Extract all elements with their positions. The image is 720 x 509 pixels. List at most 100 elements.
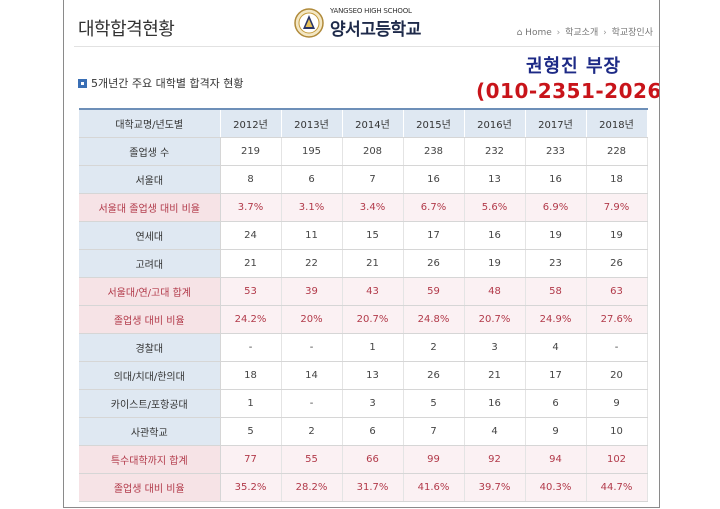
breadcrumb: ⌂ Home › 학교소개 › 학교장인사 xyxy=(517,25,653,38)
table-cell: 18 xyxy=(220,361,282,390)
table-cell: 58 xyxy=(525,277,587,306)
table-row: 졸업생 대비 비율 24.2% 20% 20.7% 24.8% 20.7% 24.9% 27.… xyxy=(79,305,648,334)
table-cell: 16 xyxy=(464,389,526,418)
table-cell: 35.2% xyxy=(220,473,282,502)
table-row: 서울대 졸업생 대비 비율 3.7% 3.1% 3.4% 6.7% 5.6% 6.9% 7.9… xyxy=(79,193,648,222)
table-cell: 20 xyxy=(586,361,648,390)
table-cell: 21 xyxy=(342,249,404,278)
table-cell: 53 xyxy=(220,277,282,306)
table-cell: 39 xyxy=(281,277,343,306)
school-emblem-icon xyxy=(294,8,324,38)
row-label: 카이스트/포항공대 xyxy=(79,389,221,418)
square-bullet-icon xyxy=(78,78,87,88)
table-header-year: 2016년 xyxy=(464,108,526,138)
contact-phone: (010-2351-2026) xyxy=(476,79,660,103)
table-cell: 24.2% xyxy=(220,305,282,334)
table-header-year: 2014년 xyxy=(342,108,404,138)
table-header-year: 2015년 xyxy=(403,108,465,138)
table-header-row: 대학교명/년도별 2012년 2013년 2014년 2015년 2016년 2017년 20… xyxy=(79,108,648,138)
table-cell: - xyxy=(586,333,648,362)
table-cell: 27.6% xyxy=(586,305,648,334)
table-header-year: 2017년 xyxy=(525,108,587,138)
table-header-year: 2012년 xyxy=(220,108,282,138)
page-frame: 대학합격현황 YANGSEO HIGH SCHOOL 양서고등학교 ⌂ Home… xyxy=(63,0,660,508)
row-label: 고려대 xyxy=(79,249,221,278)
logo-subtitle: YANGSEO HIGH SCHOOL xyxy=(330,7,412,15)
table-cell: 48 xyxy=(464,277,526,306)
row-label: 의대/치대/한의대 xyxy=(79,361,221,390)
table-cell: 17 xyxy=(403,221,465,250)
table-row: 서울대 8 6 7 16 13 16 18 xyxy=(79,165,648,194)
table-cell: 7.9% xyxy=(586,193,648,222)
table-cell: 238 xyxy=(403,137,465,166)
table-cell: 10 xyxy=(586,417,648,446)
row-label: 졸업생 수 xyxy=(79,137,221,166)
table-cell: 94 xyxy=(525,445,587,474)
row-label: 연세대 xyxy=(79,221,221,250)
table-cell: 16 xyxy=(403,165,465,194)
table-cell: 26 xyxy=(403,361,465,390)
table-cell: 55 xyxy=(281,445,343,474)
table-cell: 3.1% xyxy=(281,193,343,222)
table-header-category: 대학교명/년도별 xyxy=(79,108,221,138)
table-row: 고려대 21 22 21 26 19 23 26 xyxy=(79,249,648,278)
table-cell: 4 xyxy=(464,417,526,446)
table-cell: 102 xyxy=(586,445,648,474)
table-cell: 5 xyxy=(403,389,465,418)
row-label: 서울대/연/고대 합계 xyxy=(79,277,221,306)
table-cell: 19 xyxy=(464,249,526,278)
table-cell: 6 xyxy=(525,389,587,418)
row-label: 졸업생 대비 비율 xyxy=(79,305,221,334)
table-cell: 2 xyxy=(281,417,343,446)
table-cell: 22 xyxy=(281,249,343,278)
table-cell: 20.7% xyxy=(342,305,404,334)
table-cell: 13 xyxy=(342,361,404,390)
table-cell: 15 xyxy=(342,221,404,250)
table-cell: 92 xyxy=(464,445,526,474)
table-cell: 3 xyxy=(342,389,404,418)
table-cell: 20% xyxy=(281,305,343,334)
table-row: 졸업생 대비 비율 35.2% 28.2% 31.7% 41.6% 39.7% 40.3% 4… xyxy=(79,473,648,502)
breadcrumb-principal-greeting[interactable]: 학교장인사 xyxy=(611,28,653,38)
table-cell: 99 xyxy=(403,445,465,474)
table-row: 연세대 24 11 15 17 16 19 19 xyxy=(79,221,648,250)
table-cell: 5 xyxy=(220,417,282,446)
table-cell: 13 xyxy=(464,165,526,194)
row-label: 서울대 졸업생 대비 비율 xyxy=(79,193,221,222)
header-divider xyxy=(74,46,659,47)
table-cell: 21 xyxy=(464,361,526,390)
table-cell: 17 xyxy=(525,361,587,390)
table-cell: 9 xyxy=(525,417,587,446)
breadcrumb-home[interactable]: Home xyxy=(525,28,552,38)
table-cell: 43 xyxy=(342,277,404,306)
chevron-right-icon: › xyxy=(556,28,561,38)
table-row: 경찰대 - -1 2 3 4- xyxy=(79,333,648,362)
table-cell: 6 xyxy=(342,417,404,446)
row-label: 서울대 xyxy=(79,165,221,194)
table-row: 서울대/연/고대 합계 53 39 43 59 48 58 63 xyxy=(79,277,648,306)
table-cell: 2 xyxy=(403,333,465,362)
table-cell: 20.7% xyxy=(464,305,526,334)
table-cell: 5.6% xyxy=(464,193,526,222)
table-cell: 3.4% xyxy=(342,193,404,222)
table-cell: 3.7% xyxy=(220,193,282,222)
breadcrumb-school-intro[interactable]: 학교소개 xyxy=(565,28,599,38)
table-cell: 59 xyxy=(403,277,465,306)
school-logo[interactable]: YANGSEO HIGH SCHOOL 양서고등학교 xyxy=(294,6,424,42)
admission-results-table: 대학교명/년도별 2012년 2013년 2014년 2015년 2016년 2017년 20… xyxy=(79,108,648,502)
table-cell: 77 xyxy=(220,445,282,474)
table-cell: 23 xyxy=(525,249,587,278)
table-cell: 3 xyxy=(464,333,526,362)
table-cell: 4 xyxy=(525,333,587,362)
table-cell: 31.7% xyxy=(342,473,404,502)
table-row: 졸업생 수 219 195 208 238 232 233 228 xyxy=(79,137,648,166)
section-title: 5개년간 주요 대학별 합격자 현황 xyxy=(78,75,244,91)
table-cell: 6 xyxy=(281,165,343,194)
table-cell: 233 xyxy=(525,137,587,166)
page-title: 대학합격현황 xyxy=(78,19,175,40)
row-label: 특수대학까지 합계 xyxy=(79,445,221,474)
row-label: 사관학교 xyxy=(79,417,221,446)
table-cell: 219 xyxy=(220,137,282,166)
table-cell: 14 xyxy=(281,361,343,390)
table-row: 의대/치대/한의대 18 14 13 26 21 17 20 xyxy=(79,361,648,390)
